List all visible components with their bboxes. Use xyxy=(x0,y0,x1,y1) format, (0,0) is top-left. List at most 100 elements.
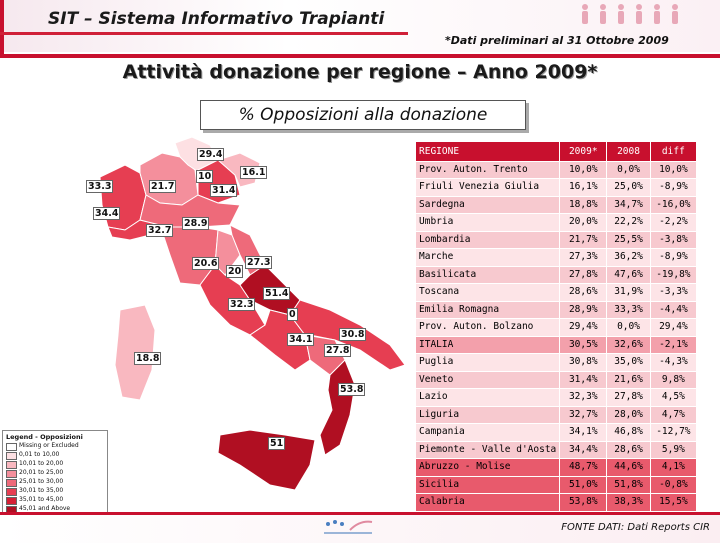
header-accent xyxy=(0,0,4,54)
cell-2009: 18,8% xyxy=(559,195,608,214)
map-label-liguria: 32.7 xyxy=(146,224,174,237)
cell-2008: 36,2% xyxy=(606,248,651,267)
cell-2009: 21,7% xyxy=(559,230,608,249)
cell-2008: 0,0% xyxy=(606,160,651,179)
cell-2008: 25,5% xyxy=(606,230,651,249)
map-label-campania: 34.1 xyxy=(287,333,315,346)
column-header-2009: 2009* xyxy=(559,141,608,162)
cell-2008: 46,8% xyxy=(606,423,651,442)
table-row: Sicilia 51,0% 51,8% -0,8% xyxy=(414,475,698,494)
cell-2009: 16,1% xyxy=(559,178,608,197)
cell-diff: -2,1% xyxy=(649,335,698,354)
map-label-marche: 27.3 xyxy=(245,256,273,269)
cell-diff: 5,9% xyxy=(649,440,698,459)
table-row: Calabria 53,8% 38,3% 15,5% xyxy=(414,493,698,512)
map-label-lazio: 32.3 xyxy=(228,298,256,311)
cell-2009: 32,7% xyxy=(559,405,608,424)
map-label-trento: 10 xyxy=(196,170,214,183)
legend-label: 25,01 to 30,00 xyxy=(19,478,64,485)
cell-2008: 35,0% xyxy=(606,353,651,372)
cell-2009: 48,7% xyxy=(559,458,608,477)
cell-2009: 27,8% xyxy=(559,265,608,284)
cell-2009: 27,3% xyxy=(559,248,608,267)
map-label-calabria: 53.8 xyxy=(338,383,366,396)
header-underline xyxy=(0,32,408,35)
cell-diff: -4,3% xyxy=(649,353,698,372)
table-row: Lombardia 21,7% 25,5% -3,8% xyxy=(414,230,698,249)
cell-2008: 33,3% xyxy=(606,300,651,319)
map-label-friuli: 16.1 xyxy=(240,166,268,179)
table-row: Emilia Romagna 28,9% 33,3% -4,4% xyxy=(414,300,698,319)
cell-2009: 32,3% xyxy=(559,388,608,407)
cell-2008: 34,7% xyxy=(606,195,651,214)
cell-diff: -16,0% xyxy=(649,195,698,214)
map-label-emilia: 28.9 xyxy=(182,217,210,230)
legend-label: Missing or Excluded xyxy=(19,442,79,449)
table-header-row: REGIONE 2009* 2008 diff xyxy=(414,141,698,162)
table-row: Campania 34,1% 46,8% -12,7% xyxy=(414,423,698,442)
cell-region: ITALIA xyxy=(414,335,561,354)
region-sicilia xyxy=(217,429,316,491)
cell-2009: 10,0% xyxy=(559,160,608,179)
legend-swatch xyxy=(6,461,17,469)
cell-region: Umbria xyxy=(414,213,561,232)
cell-region: Emilia Romagna xyxy=(414,300,561,319)
legend-swatch xyxy=(6,452,17,460)
cell-2008: 47,6% xyxy=(606,265,651,284)
cell-region: Lombardia xyxy=(414,230,561,249)
column-header-region: REGIONE xyxy=(414,141,561,162)
cell-region: Toscana xyxy=(414,283,561,302)
cell-2008: 51,8% xyxy=(606,475,651,494)
legend-item: 25,01 to 30,00 xyxy=(6,478,106,487)
map-label-sardegna: 18.8 xyxy=(134,352,162,365)
cell-region: Prov. Auton. Trento xyxy=(414,160,561,179)
map-legend: Legend - Opposizioni Missing or Excluded… xyxy=(2,430,108,517)
table-row: Friuli Venezia Giulia 16,1% 25,0% -8,9% xyxy=(414,178,698,197)
cell-diff: 29,4% xyxy=(649,318,698,337)
legend-item: 10,01 to 20,00 xyxy=(6,460,106,469)
map-label-toscana: 20.6 xyxy=(192,257,220,270)
cell-region: Prov. Auton. Bolzano xyxy=(414,318,561,337)
cell-2009: 28,6% xyxy=(559,283,608,302)
legend-label: 35,01 to 45,00 xyxy=(19,496,64,503)
column-header-2008: 2008 xyxy=(606,141,651,162)
cell-diff: -3,8% xyxy=(649,230,698,249)
opposition-table: REGIONE 2009* 2008 diff Prov. Auton. Tre… xyxy=(414,141,698,512)
legend-swatch xyxy=(6,497,17,505)
cell-2009: 20,0% xyxy=(559,213,608,232)
cell-region: Campania xyxy=(414,423,561,442)
cell-2008: 44,6% xyxy=(606,458,651,477)
cell-2009: 53,8% xyxy=(559,493,608,512)
table-row: Lazio 32,3% 27,8% 4,5% xyxy=(414,388,698,407)
table-row: Puglia 30,8% 35,0% -4,3% xyxy=(414,353,698,372)
cell-region: Liguria xyxy=(414,405,561,424)
cell-2009: 28,9% xyxy=(559,300,608,319)
table-row: Marche 27,3% 36,2% -8,9% xyxy=(414,248,698,267)
cell-region: Lazio xyxy=(414,388,561,407)
legend-swatch xyxy=(6,479,17,487)
legend-item: 0,01 to 10,00 xyxy=(6,451,106,460)
cell-region: Abruzzo - Molise xyxy=(414,458,561,477)
legend-item: 30,01 to 35,00 xyxy=(6,487,106,496)
footer-bar xyxy=(0,512,720,543)
legend-item: 20,01 to 25,00 xyxy=(6,469,106,478)
cell-region: Piemonte - Valle d'Aosta xyxy=(414,440,561,459)
cell-diff: 4,7% xyxy=(649,405,698,424)
cell-diff: 10,0% xyxy=(649,160,698,179)
legend-swatch xyxy=(6,488,17,496)
cell-region: Calabria xyxy=(414,493,561,512)
legend-label: 20,01 to 25,00 xyxy=(19,469,64,476)
cell-region: Puglia xyxy=(414,353,561,372)
cell-region: Marche xyxy=(414,248,561,267)
map-label-bolzano: 29.4 xyxy=(197,148,225,161)
cell-diff: -19,8% xyxy=(649,265,698,284)
header-note: *Dati preliminari al 31 Ottobre 2009 xyxy=(445,34,669,47)
cell-region: Basilicata xyxy=(414,265,561,284)
region-calabria xyxy=(319,359,356,456)
legend-item: 35,01 to 45,00 xyxy=(6,496,106,505)
cell-2009: 51,0% xyxy=(559,475,608,494)
map-label-molise: 0 xyxy=(287,308,298,321)
cell-2008: 27,8% xyxy=(606,388,651,407)
map-label-veneto: 31.4 xyxy=(210,184,238,197)
map-label-basilicata: 27.8 xyxy=(324,344,352,357)
